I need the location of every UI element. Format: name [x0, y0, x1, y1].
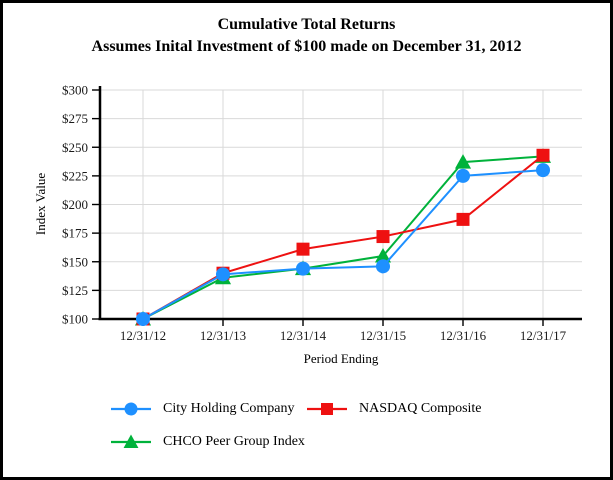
data-point-marker: [456, 212, 470, 226]
chart-legend: City Holding Company NASDAQ Composite CH…: [111, 400, 571, 451]
x-tick-label: 12/31/15: [360, 328, 406, 343]
legend-label: City Holding Company: [163, 401, 295, 416]
y-tick-label: $200: [62, 197, 88, 212]
chart-title: Cumulative Total Returns: [217, 16, 396, 33]
data-point-marker: [124, 402, 138, 416]
y-tick-label: $275: [62, 111, 88, 126]
data-point-marker: [295, 261, 311, 276]
x-axis-title: Period Ending: [303, 351, 379, 366]
x-tick-label: 12/31/12: [120, 328, 166, 343]
y-tick-label: $100: [62, 312, 88, 327]
data-point-marker: [455, 168, 471, 183]
x-tick-label: 12/31/16: [440, 328, 487, 343]
series-line: [142, 155, 544, 320]
series-circle: [135, 163, 551, 327]
data-point-marker: [374, 247, 392, 263]
data-point-marker: [321, 403, 333, 415]
series-square: [136, 148, 550, 326]
data-point-marker: [376, 230, 390, 244]
data-point-marker: [135, 311, 151, 327]
legend-item-peer-group: CHCO Peer Group Index: [111, 433, 307, 451]
y-axis-title: Index Value: [33, 172, 48, 236]
chart-subtitle: Assumes Inital Investment of $100 made o…: [91, 38, 522, 55]
data-point-marker: [123, 434, 139, 448]
series-line: [142, 169, 544, 320]
legend-label: CHCO Peer Group Index: [163, 434, 305, 449]
chart-plot: $100 $125 $150 $175 $200 $225 $250 $275 $300 12/3…: [62, 83, 582, 343]
data-point-marker: [375, 259, 391, 274]
circle-marker-icon: [111, 402, 151, 416]
data-point-marker: [215, 267, 231, 282]
legend-item-nasdaq: NASDAQ Composite: [307, 400, 482, 418]
y-tick-label: $150: [62, 254, 88, 269]
legend-label: NASDAQ Composite: [359, 401, 482, 416]
y-tick-label: $300: [62, 83, 88, 98]
chart-title-block: Cumulative Total Returns Assumes Inital …: [3, 14, 610, 58]
triangle-marker-icon: [111, 434, 151, 448]
x-tick-label: 12/31/13: [200, 328, 246, 343]
y-tick-label: $125: [62, 283, 88, 298]
legend-row-2: CHCO Peer Group Index: [111, 433, 571, 451]
x-tick-label: 12/31/14: [280, 328, 327, 343]
y-tick-label: $225: [62, 168, 88, 183]
square-marker-icon: [307, 403, 347, 415]
data-point-marker: [535, 163, 551, 178]
y-tick-label: $250: [62, 140, 88, 155]
data-point-marker: [536, 148, 550, 162]
data-point-marker: [454, 154, 472, 169]
data-point-marker: [296, 242, 310, 256]
series-line: [142, 154, 544, 320]
x-tick-label: 12/31/17: [520, 328, 567, 343]
legend-item-city-holding: City Holding Company: [111, 400, 307, 418]
legend-row-1: City Holding Company NASDAQ Composite: [111, 400, 571, 418]
y-tick-label: $175: [62, 226, 88, 241]
